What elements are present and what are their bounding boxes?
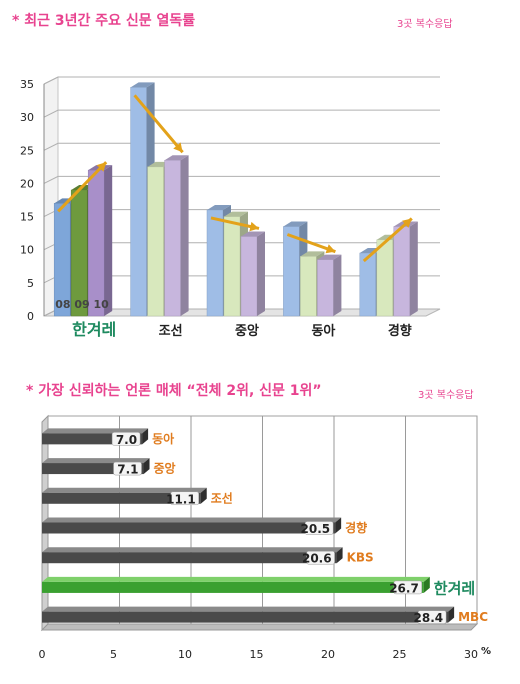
gridline: [43, 142, 440, 151]
gridline: [43, 76, 440, 85]
bar-MBC: [42, 611, 449, 623]
bar-중앙: [42, 463, 144, 475]
category-label-한겨레: 한겨레: [434, 579, 475, 597]
value-box-한겨레: [393, 580, 423, 595]
y-tick-label: 5: [27, 277, 34, 290]
value-box-중앙: [113, 461, 142, 476]
value-label-동아: 7.0: [116, 433, 137, 447]
bar-KBS: [42, 552, 337, 564]
bar-top-동아-08: [283, 221, 308, 227]
trend-arrowhead-중앙: [249, 221, 259, 232]
bar-top-동아-09: [300, 251, 325, 257]
x-tick-label: 10: [178, 648, 192, 661]
value-box-동아: [111, 432, 141, 446]
bar-top-한겨레: [42, 576, 430, 582]
bar-end-한겨레: [423, 576, 430, 593]
x-tick-label: 5: [110, 648, 117, 661]
trend-arrow-경향: [362, 217, 413, 263]
category-label-경향: 경향: [345, 520, 367, 535]
bar-경향: [42, 522, 336, 534]
x-tick-label: 30: [464, 648, 478, 661]
series-year-labels: 08 09 10: [55, 298, 109, 311]
category-label-KBS: KBS: [347, 551, 374, 565]
chart2-note: 3곳 복수응답: [418, 390, 474, 401]
bar-end-경향: [335, 517, 342, 534]
y-tick-label: 25: [20, 144, 34, 157]
category-label-MBC: MBC: [458, 610, 488, 624]
bar-top-동아-10: [317, 254, 342, 260]
bar-top-KBS: [42, 547, 343, 553]
bar-side-한겨레-10: [104, 165, 113, 316]
bar-side-동아-10: [333, 254, 342, 316]
category-label-경향: 경향: [388, 323, 412, 339]
readership-chart: 0 5 10 15 20 25 30 35 08 09 10 한겨레 조선 중앙 동아 경향: [20, 76, 441, 339]
category-label-동아: 동아: [311, 323, 335, 339]
trend-arrowhead-경향: [402, 218, 412, 228]
gridline: [43, 175, 440, 184]
bar-top-중앙-09: [224, 211, 248, 217]
category-label-중앙: 중앙: [154, 462, 176, 476]
category-label-조선: 조선: [159, 323, 183, 339]
value-label-조선: 11.1: [166, 492, 196, 506]
bar-동아: [42, 433, 143, 445]
bar-top-MBC: [42, 606, 455, 612]
category-label-조선: 조선: [211, 490, 233, 505]
bar-side-중앙-10: [257, 231, 265, 316]
y-tick-label: 0: [27, 310, 34, 323]
bar-end-조선: [200, 487, 207, 504]
y-tick-label: 30: [20, 111, 34, 124]
value-label-경향: 20.5: [301, 522, 331, 536]
chart2-title: * 가장 신뢰하는 언론 매체 “전체 2위, 신문 1위”: [26, 383, 322, 399]
bar-end-KBS: [336, 547, 343, 564]
trend-arrow-조선: [133, 94, 184, 154]
value-label-MBC: 28.4: [414, 611, 444, 625]
x-tick-label: 25: [393, 648, 407, 661]
x-tick-label: 0: [39, 648, 46, 661]
value-box-KBS: [306, 550, 335, 565]
bar-top-조선-08: [130, 82, 155, 88]
bar-end-중앙: [143, 458, 150, 475]
category-label-중앙: 중앙: [235, 323, 259, 339]
trend-arrowhead-동아: [325, 244, 336, 254]
chart1-title: * 최근 3년간 주요 신문 열독률: [12, 13, 196, 29]
category-label-한겨레: 한겨레: [72, 320, 116, 339]
category-label-동아: 동아: [152, 431, 174, 446]
y-tick-label: 35: [20, 78, 34, 91]
x-unit-label: %: [481, 646, 491, 657]
bar-end-동아: [142, 428, 149, 445]
value-box-경향: [304, 521, 334, 535]
plot-floor: [40, 623, 479, 631]
bar-side-조선-10: [180, 155, 189, 316]
value-box-MBC: [417, 610, 447, 624]
trend-arrow-한겨레: [57, 161, 108, 213]
y-tick-label: 15: [20, 211, 34, 224]
x-tick-label: 20: [321, 648, 335, 661]
bar-top-경향: [42, 517, 342, 523]
bar-side-경향-10: [409, 221, 418, 316]
y-tick-label: 10: [20, 244, 34, 257]
bar-top-중앙-08: [207, 204, 231, 210]
gridline: [43, 109, 440, 118]
bar-top-조선-10: [164, 155, 189, 161]
trend-arrowhead-한겨레: [96, 162, 107, 172]
bar-top-중앙-10: [241, 231, 265, 237]
bar-한겨레: [42, 581, 424, 593]
y-tick-label: 20: [20, 177, 34, 190]
value-box-조선: [170, 491, 199, 506]
bar-top-조선: [42, 487, 207, 493]
trend-arrowhead-조선: [173, 142, 183, 153]
value-label-중앙: 7.1: [117, 463, 138, 477]
chart1-note: 3곳 복수응답: [397, 19, 453, 30]
bar-조선: [42, 492, 201, 504]
x-tick-label: 15: [250, 648, 264, 661]
value-label-KBS: 20.6: [302, 552, 332, 566]
bar-end-MBC: [448, 606, 455, 623]
value-label-한겨레: 26.7: [389, 581, 419, 595]
